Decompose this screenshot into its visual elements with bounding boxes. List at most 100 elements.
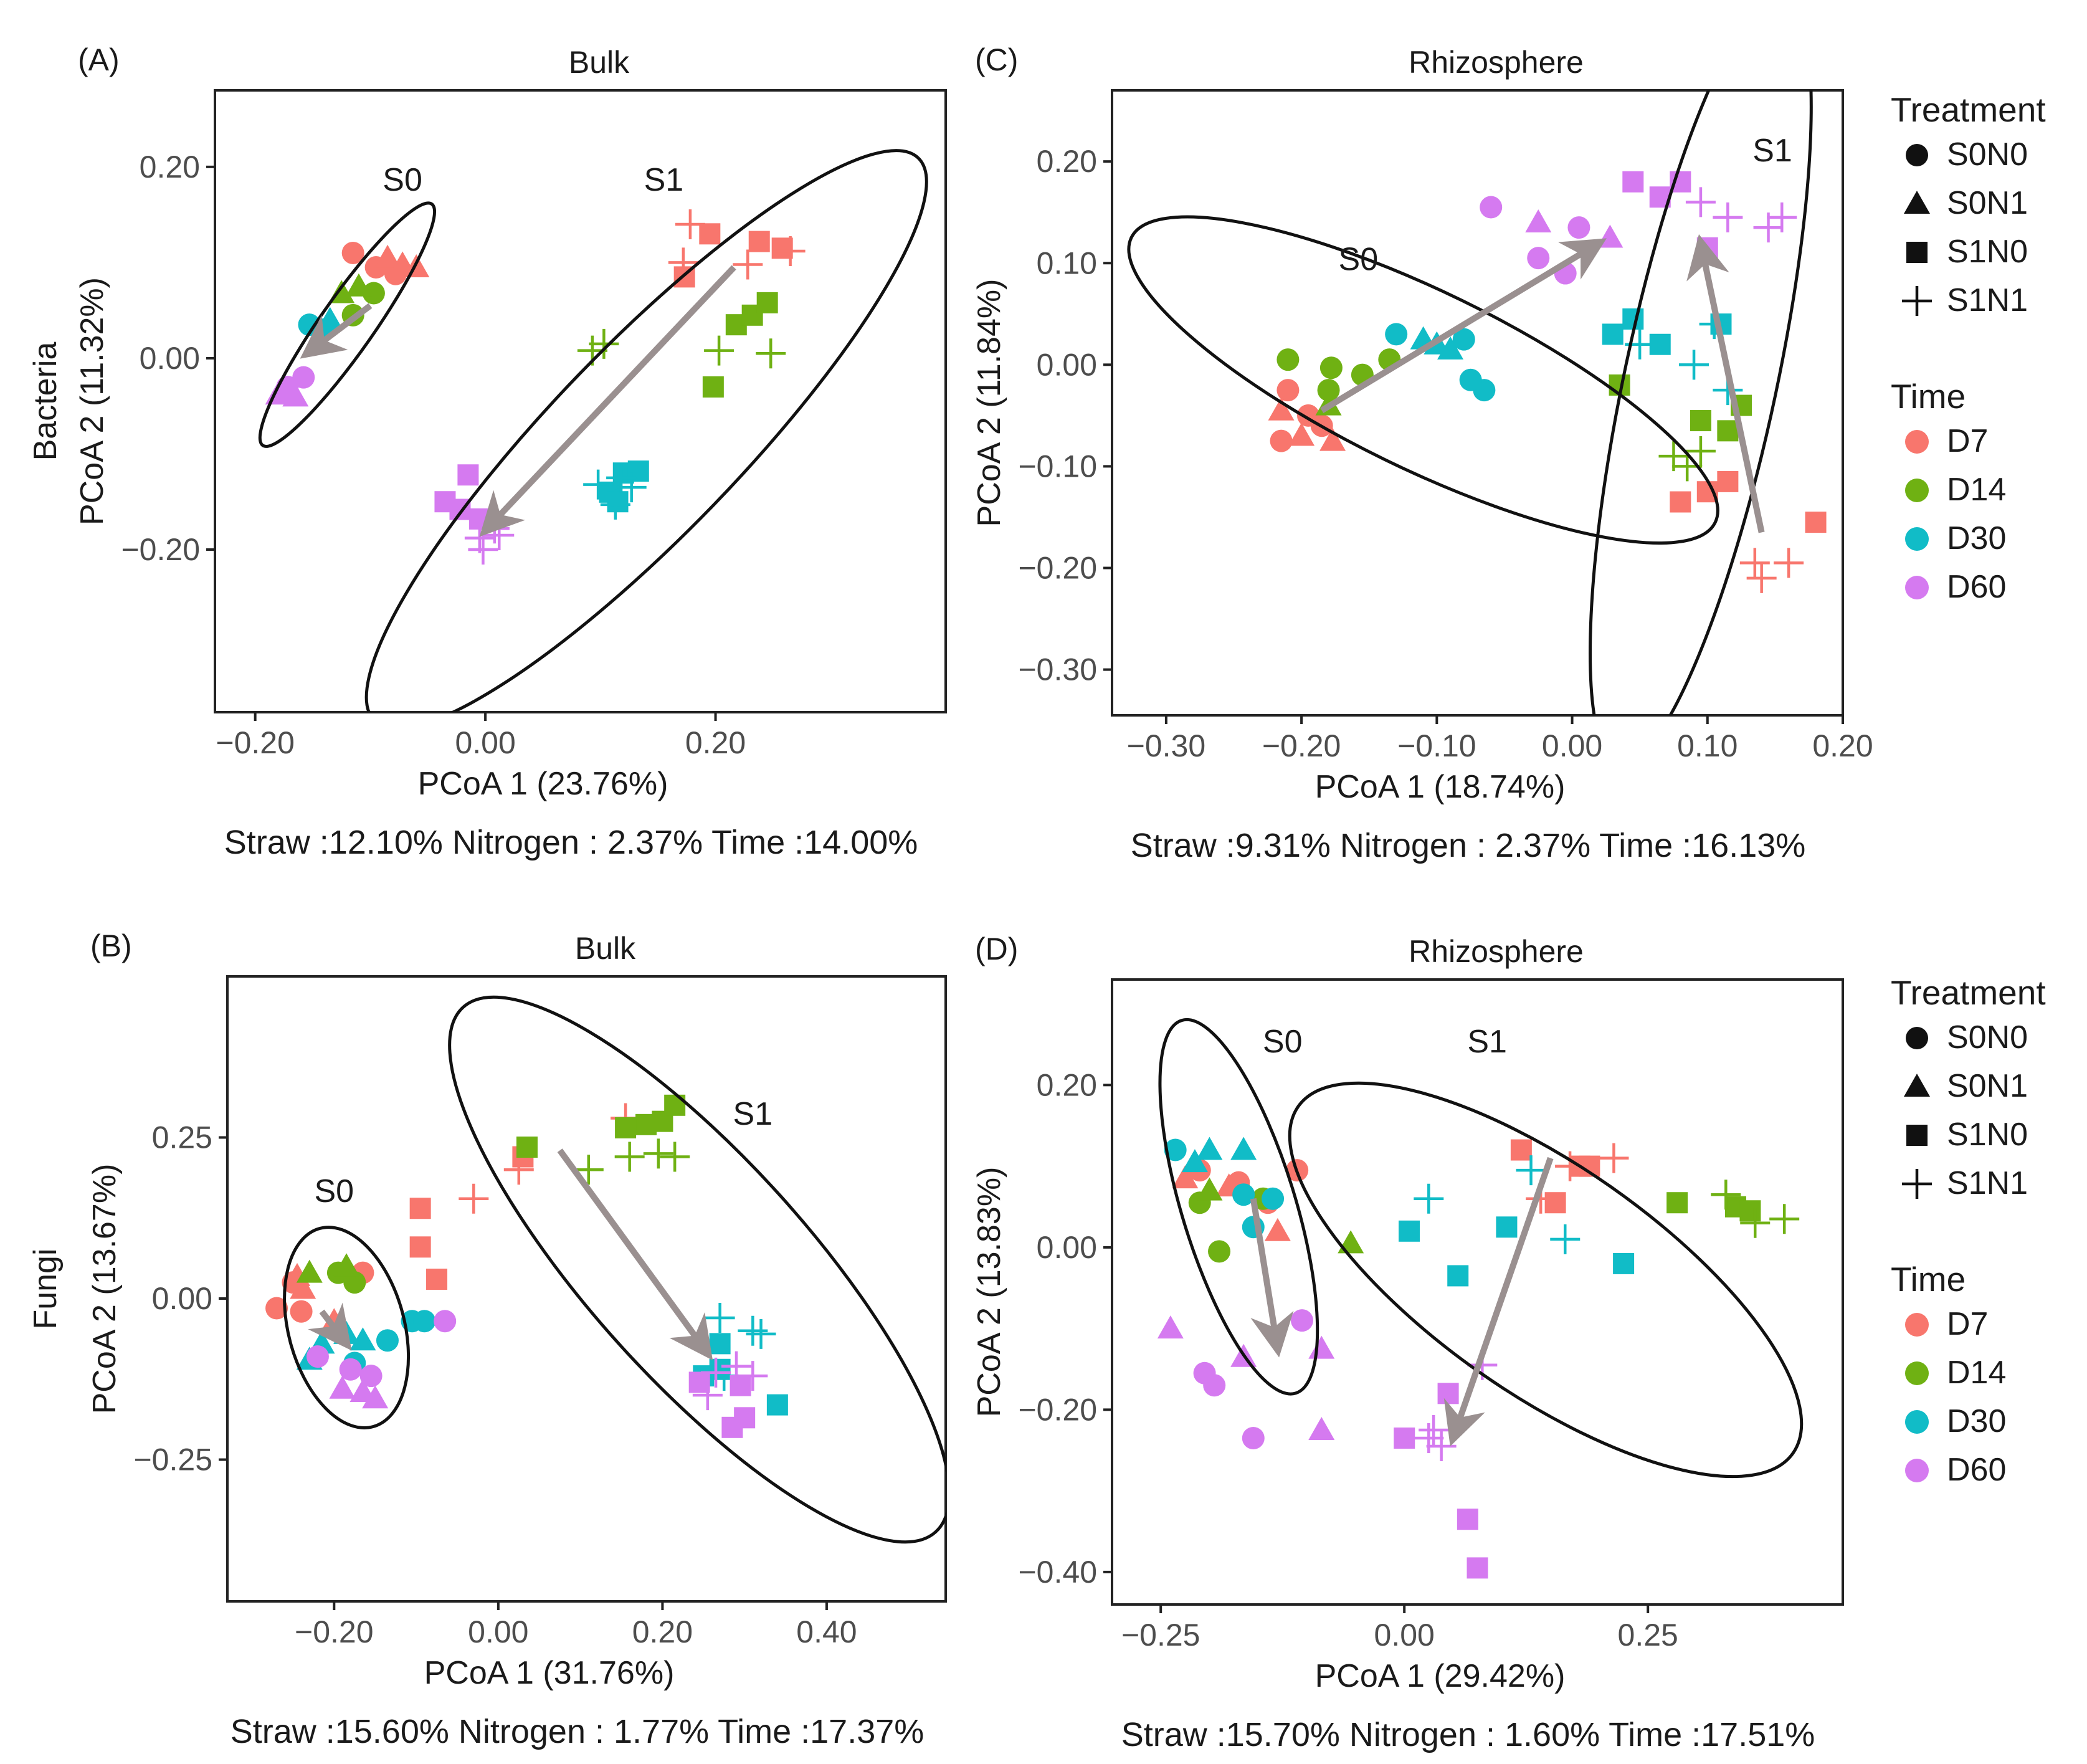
data-point: [643, 1138, 673, 1169]
data-point: [1264, 1218, 1291, 1241]
data-point: [1599, 1143, 1629, 1173]
data-point: [1268, 397, 1295, 421]
data-point: [1157, 1315, 1184, 1339]
data-point: [292, 366, 315, 389]
data-point: [1308, 1335, 1335, 1359]
y-tick-label: −0.10: [1018, 449, 1097, 484]
legend-key-d60: [1905, 576, 1929, 599]
data-point: [748, 231, 770, 252]
data-point: [709, 1333, 731, 1355]
data-point: [1290, 1309, 1313, 1332]
trajectory-arrow: [1443, 1156, 1554, 1447]
data-point: [1181, 1149, 1208, 1173]
row-label: Fungi: [27, 1248, 64, 1329]
data-point: [1510, 1139, 1532, 1161]
trajectory-arrow: [1686, 234, 1765, 533]
data-point: [1338, 1230, 1364, 1254]
data-point: [738, 1361, 768, 1391]
data-point: [409, 1236, 431, 1258]
data-point: [675, 209, 705, 239]
panel-c: (C) Rhizosphere −0.30 −0.20 −0.10 0.00 0.10 0.2…: [971, 42, 1873, 864]
data-point: [503, 1155, 534, 1185]
legend-label: S1N0: [1947, 234, 2028, 270]
confidence-ellipse-s1: [1589, 90, 1813, 715]
data-point: [1319, 427, 1346, 451]
legend-label: D30: [1947, 1403, 2006, 1439]
data-point: [1414, 1423, 1444, 1453]
data-point: [343, 1271, 366, 1294]
x-tick-label: −0.20: [216, 725, 295, 760]
legend-label: S1N1: [1947, 282, 2028, 318]
legend-key-s0n1: [1904, 191, 1930, 214]
legend-label: D14: [1947, 472, 2006, 508]
variance-stats: Straw :15.60% Nitrogen : 1.77% Time :17.…: [231, 1713, 925, 1750]
y-axis-title: PCoA 2 (13.67%): [87, 1164, 123, 1414]
confidence-ellipse-s0: [258, 201, 437, 448]
data-point: [1447, 1265, 1469, 1287]
y-tick-label: 0.00: [1037, 1230, 1097, 1265]
panel-title: Rhizosphere: [1409, 934, 1584, 969]
data-point: [730, 1375, 751, 1396]
ellipse-label: S0: [1263, 1024, 1303, 1060]
data-point: [1711, 1180, 1741, 1210]
data-point: [1399, 1220, 1420, 1242]
y-tick-label: 0.25: [152, 1120, 212, 1155]
data-point: [1394, 1427, 1415, 1449]
panel-label: (D): [975, 932, 1018, 966]
data-point: [1666, 1192, 1688, 1214]
data-point: [329, 1375, 356, 1399]
legend-label: S0N1: [1947, 1068, 2028, 1104]
y-tick-label: 0.20: [140, 150, 200, 184]
data-point: [1276, 379, 1300, 402]
data-point: [374, 244, 401, 268]
x-axis-title: PCoA 1 (31.76%): [424, 1655, 675, 1691]
data-point: [692, 1380, 723, 1411]
confidence-ellipse-s0: [1158, 1018, 1319, 1396]
data-point: [1567, 216, 1590, 239]
legend-title-treatment: Treatment: [1891, 973, 2046, 1012]
plot-frame: [1111, 978, 1844, 1606]
data-point: [359, 1365, 383, 1388]
y-tick-label: −0.20: [1018, 1392, 1097, 1427]
data-point: [413, 1310, 436, 1333]
x-tick-label: 0.00: [468, 1614, 528, 1649]
legend-key-s1n0: [1906, 242, 1928, 263]
ellipse-label: S0: [383, 162, 422, 198]
data-point: [699, 223, 721, 245]
data-point: [1746, 563, 1777, 593]
legend-label: D30: [1947, 520, 2006, 556]
data-point: [1457, 1509, 1478, 1530]
data-point: [1452, 328, 1475, 351]
y-tick-label: 0.20: [1037, 1067, 1097, 1102]
data-point: [1242, 1426, 1265, 1449]
x-tick-label: 0.25: [1618, 1618, 1678, 1652]
data-point: [1717, 420, 1739, 442]
legend-key-d7: [1905, 1313, 1929, 1337]
panel-d: (D) Rhizosphere −0.25 0.00 0.25 −0.40 −0.20 0.0…: [971, 932, 1844, 1753]
confidence-ellipse-s1: [448, 995, 946, 1544]
confidence-ellipse-s1: [364, 149, 928, 712]
data-point: [668, 247, 698, 278]
x-tick-label: 0.00: [1374, 1618, 1435, 1652]
legend-title-treatment: Treatment: [1891, 90, 2046, 129]
x-tick-label: 0.20: [685, 725, 746, 760]
legend-key-s1n0: [1906, 1125, 1928, 1146]
panel-label: (A): [78, 42, 120, 77]
data-point: [1276, 348, 1300, 371]
legend-label: D7: [1947, 423, 1988, 459]
trajectory-arrow: [1250, 1198, 1294, 1358]
data-point: [1525, 209, 1552, 233]
trajectory-arrow: [1320, 238, 1607, 414]
data-point: [1270, 429, 1293, 452]
legend-label: S0N0: [1947, 136, 2028, 173]
x-tick-label: 0.00: [1542, 728, 1602, 763]
data-point: [701, 1357, 731, 1388]
confidence-ellipse-s1: [1288, 1081, 1804, 1479]
data-point: [756, 338, 786, 369]
legend-key-s1n1: [1902, 286, 1932, 316]
x-tick-label: 0.10: [1677, 728, 1738, 763]
legend-label: S0N1: [1947, 185, 2028, 221]
legend-label: D60: [1947, 1452, 2006, 1488]
trajectory-arrow: [308, 1302, 352, 1351]
data-point: [702, 376, 724, 398]
